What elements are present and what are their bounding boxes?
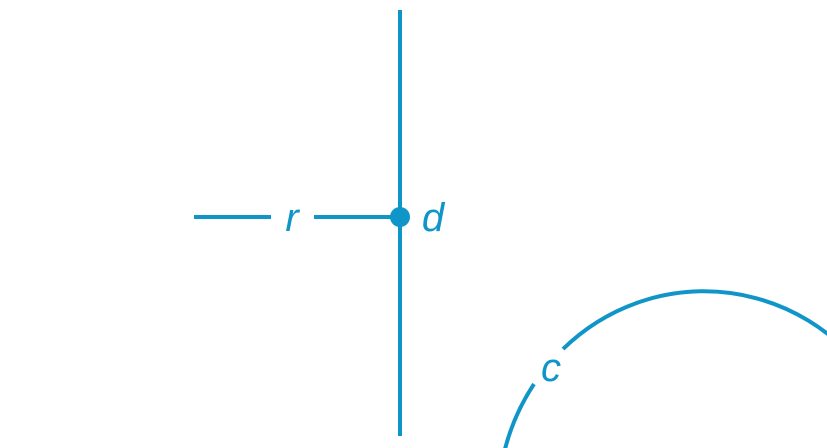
diameter-label: d <box>422 196 446 240</box>
circumference-label: c <box>541 346 561 390</box>
circumference-arc <box>503 289 827 448</box>
center-point <box>390 207 410 227</box>
radius-label: r <box>285 196 300 240</box>
